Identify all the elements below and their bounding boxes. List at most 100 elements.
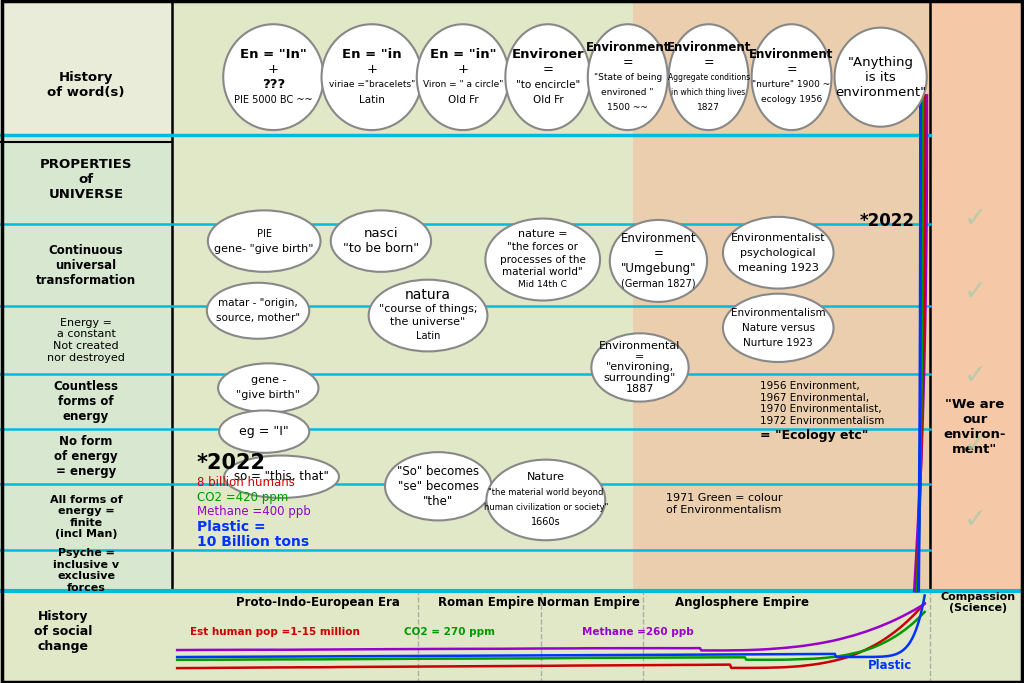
Text: (German 1827): (German 1827) [622,279,695,288]
Text: Countless
forms of
energy: Countless forms of energy [53,380,119,423]
Ellipse shape [369,280,487,351]
Text: natura: natura [406,288,451,302]
Text: environed ": environed " [601,87,654,97]
Text: Nature versus: Nature versus [741,323,815,333]
Ellipse shape [322,24,422,130]
Text: Environmentalist: Environmentalist [731,233,825,242]
Text: is its: is its [865,70,896,84]
Text: ecology 1956: ecology 1956 [761,95,822,104]
Text: =: = [653,247,664,260]
Text: material world": material world" [503,267,583,277]
Text: matar - "origin,: matar - "origin, [218,298,298,308]
Bar [930,0,1024,683]
Text: =: = [786,63,797,76]
Ellipse shape [592,333,688,402]
Text: Compassion
(Science): Compassion (Science) [940,591,1016,613]
Text: Environment: Environment [621,232,696,245]
Ellipse shape [208,210,321,272]
Text: En = "in": En = "in" [430,48,496,61]
Text: +: + [367,63,377,76]
Text: ✓: ✓ [965,205,987,232]
Text: 1972 Environmentalism: 1972 Environmentalism [760,416,884,426]
Text: =: = [543,63,553,76]
Ellipse shape [223,24,324,130]
Text: ✓: ✓ [965,432,987,459]
Text: Continuous
universal
transformation: Continuous universal transformation [36,244,136,286]
Text: ???: ??? [262,78,285,92]
Text: "nurture" 1900 ~: "nurture" 1900 ~ [753,80,830,89]
Text: CO2 =420 ppm: CO2 =420 ppm [197,490,288,504]
Text: 1956 Environment,: 1956 Environment, [760,381,859,391]
Text: "We are
our
environ-
ment": "We are our environ- ment" [943,398,1007,456]
Text: Environment: Environment [667,40,751,54]
Ellipse shape [207,283,309,339]
Text: Methane =260 ppb: Methane =260 ppb [582,627,693,637]
Ellipse shape [723,294,834,362]
Text: "So" becomes: "So" becomes [397,464,479,478]
Text: "to be born": "to be born" [343,242,419,255]
Bar [633,0,930,591]
Text: +: + [268,63,279,76]
Text: History
of social
change: History of social change [34,611,93,653]
Text: Old Fr: Old Fr [532,95,563,104]
Text: Nature: Nature [526,473,565,482]
Ellipse shape [588,24,668,130]
Ellipse shape [835,27,927,127]
Text: "se" becomes: "se" becomes [397,479,479,493]
Text: = "Ecology etc": = "Ecology etc" [760,428,868,442]
Text: 10 Billion tons: 10 Billion tons [197,535,308,548]
Text: meaning 1923: meaning 1923 [738,263,818,273]
Text: 1500 ~~: 1500 ~~ [607,102,648,112]
Ellipse shape [331,210,431,272]
Text: viriae ="bracelets": viriae ="bracelets" [329,80,415,89]
Ellipse shape [669,24,749,130]
Text: ✓: ✓ [965,507,987,534]
Text: PROPERTIES
of
UNIVERSE: PROPERTIES of UNIVERSE [40,158,132,201]
Text: gene- "give birth": gene- "give birth" [214,244,314,253]
Text: History
of word(s): History of word(s) [47,72,125,99]
Text: CO2 = 270 ppm: CO2 = 270 ppm [404,627,496,637]
Text: 8 billion humans: 8 billion humans [197,476,295,490]
Ellipse shape [417,24,509,130]
Text: surrounding": surrounding" [604,373,676,383]
Text: *2022: *2022 [197,453,265,473]
Text: "environing,: "environing, [606,363,674,372]
Text: PIE: PIE [257,229,271,238]
Text: Norman Empire: Norman Empire [538,596,640,609]
Text: "State of being: "State of being [594,72,662,82]
Text: Environment: Environment [750,48,834,61]
Text: Environmental: Environmental [599,342,681,351]
Text: Plastic =: Plastic = [197,520,265,534]
Text: Roman Empire: Roman Empire [438,596,535,609]
Text: Viron = " a circle": Viron = " a circle" [423,80,503,89]
Text: Environment: Environment [586,40,670,54]
Text: environment": environment" [836,85,926,99]
Text: so = "this, that": so = "this, that" [234,470,329,484]
Text: Est human pop =1-15 million: Est human pop =1-15 million [190,627,360,637]
Text: "the material world beyond: "the material world beyond [488,488,603,497]
Text: the universe": the universe" [390,318,466,327]
Ellipse shape [224,456,339,498]
Text: "course of things;: "course of things; [379,304,477,313]
Text: En = "In": En = "In" [240,48,307,61]
Text: in which thing lives: in which thing lives [672,87,745,97]
Text: Nurture 1923: Nurture 1923 [743,338,813,348]
Text: No form
of energy
= energy: No form of energy = energy [54,435,118,477]
Text: Old Fr: Old Fr [447,95,478,104]
Text: 1967 Environmental,: 1967 Environmental, [760,393,869,402]
Text: All forms of
energy =
finite
(incl Man): All forms of energy = finite (incl Man) [49,494,123,540]
Text: 1971 Green = colour
of Environmentalism: 1971 Green = colour of Environmentalism [666,493,782,515]
Ellipse shape [486,460,605,540]
Text: "the": "the" [423,494,454,508]
Text: nature =: nature = [518,229,567,239]
Text: =: = [703,55,714,69]
Bar [0,0,172,135]
Text: "Umgebung": "Umgebung" [621,262,696,275]
Text: En = "in: En = "in [342,48,401,61]
Text: Proto-Indo-European Era: Proto-Indo-European Era [236,596,399,609]
Text: PIE 5000 BC ~~: PIE 5000 BC ~~ [234,95,312,104]
Ellipse shape [752,24,831,130]
Text: 1660s: 1660s [531,518,560,527]
Text: "Anything: "Anything [848,55,913,69]
Bar [0,0,172,591]
